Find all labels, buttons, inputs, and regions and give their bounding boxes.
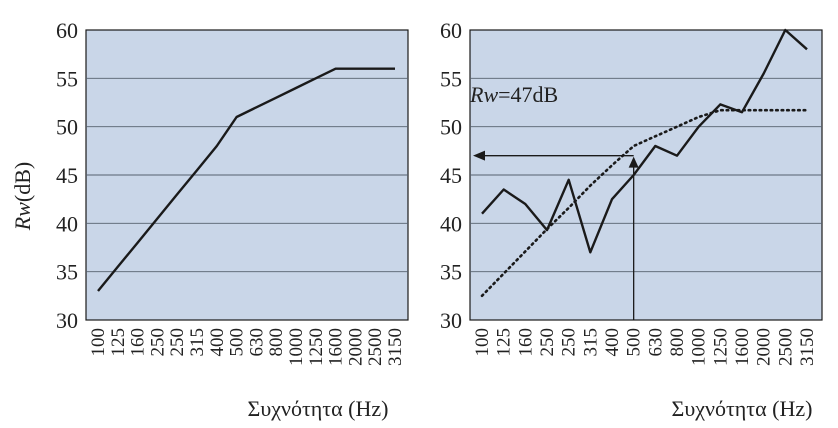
- x-tick-label: 3150: [385, 328, 406, 366]
- series-line: [97, 67, 395, 292]
- left-y-axis-label: Rw(dB): [10, 162, 35, 231]
- x-tick-label: 315: [580, 328, 601, 357]
- y-tick-label: 40: [440, 211, 462, 236]
- x-tick-label: 100: [88, 328, 109, 357]
- annotation-left-arrowhead: [473, 150, 485, 161]
- right-gridlines: [470, 77, 822, 273]
- x-tick-label: 100: [472, 328, 493, 357]
- x-tick-label: 160: [515, 328, 536, 357]
- y-tick-label: 60: [440, 18, 462, 43]
- x-tick-label: 630: [246, 328, 267, 357]
- y-tick-label: 50: [56, 115, 78, 140]
- x-tick-label: 250: [537, 328, 558, 357]
- y-tick-label: 30: [440, 308, 462, 333]
- x-tick-label: 315: [187, 328, 208, 357]
- y-tick-label: 55: [440, 66, 462, 91]
- x-tick-label: 400: [602, 328, 623, 357]
- x-tick-label: 250: [147, 328, 168, 357]
- right-x-ticks: 100 125 160 250 250 315 400 500 630 800 1000 1250 16…: [472, 328, 818, 366]
- x-tick-label: 1250: [710, 328, 731, 366]
- y-tick-label: 40: [56, 211, 78, 236]
- annotation-up-arrowhead: [628, 156, 639, 168]
- x-tick-label: 2000: [754, 328, 775, 366]
- left-x-axis-label: Συχνότητα (Hz): [248, 396, 389, 421]
- x-tick-label: 125: [494, 328, 515, 357]
- y-tick-label: 35: [440, 260, 462, 285]
- x-tick-label: 250: [559, 328, 580, 357]
- x-tick-label: 250: [167, 328, 188, 357]
- x-tick-label: 125: [108, 328, 129, 357]
- x-tick-label: 500: [624, 328, 645, 357]
- reference-curve-line: [480, 108, 809, 298]
- left-x-ticks: 1001251602502503154005006308001000125016…: [88, 328, 406, 366]
- x-tick-label: 160: [128, 328, 149, 357]
- rw-annotation: [473, 150, 639, 320]
- x-tick-label: 500: [227, 328, 248, 357]
- x-tick-label: 800: [266, 328, 287, 357]
- x-tick-label: 800: [667, 328, 688, 357]
- y-tick-label: 45: [440, 163, 462, 188]
- y-tick-label: 55: [56, 66, 78, 91]
- left-gridlines: [86, 77, 408, 273]
- series-line: [481, 28, 808, 254]
- right-x-axis-label: Συχνότητα (Hz): [672, 396, 813, 421]
- y-tick-label: 60: [56, 18, 78, 43]
- y-tick-label: 45: [56, 163, 78, 188]
- rw-annotation-label: Rw=47dB: [469, 82, 558, 107]
- x-tick-label: 2500: [775, 328, 796, 366]
- y-tick-label: 50: [440, 115, 462, 140]
- left-y-ticks: 30 35 40 45 50 55 60: [56, 18, 78, 333]
- x-tick-label: 1250: [306, 328, 327, 366]
- x-tick-label: 400: [207, 328, 228, 357]
- right-series: [480, 28, 809, 298]
- x-tick-label: 1000: [689, 328, 710, 366]
- x-tick-label: 3150: [797, 328, 818, 366]
- x-tick-label: 1600: [326, 328, 347, 366]
- right-y-ticks: 30 35 40 45 50 55 60: [440, 18, 462, 333]
- x-tick-label: 2500: [365, 328, 386, 366]
- x-tick-label: 2000: [345, 328, 366, 366]
- x-tick-label: 1600: [732, 328, 753, 366]
- y-tick-label: 35: [56, 260, 78, 285]
- x-tick-label: 630: [645, 328, 666, 357]
- x-tick-label: 1000: [286, 328, 307, 366]
- left-series: [97, 67, 395, 292]
- y-tick-label: 30: [56, 308, 78, 333]
